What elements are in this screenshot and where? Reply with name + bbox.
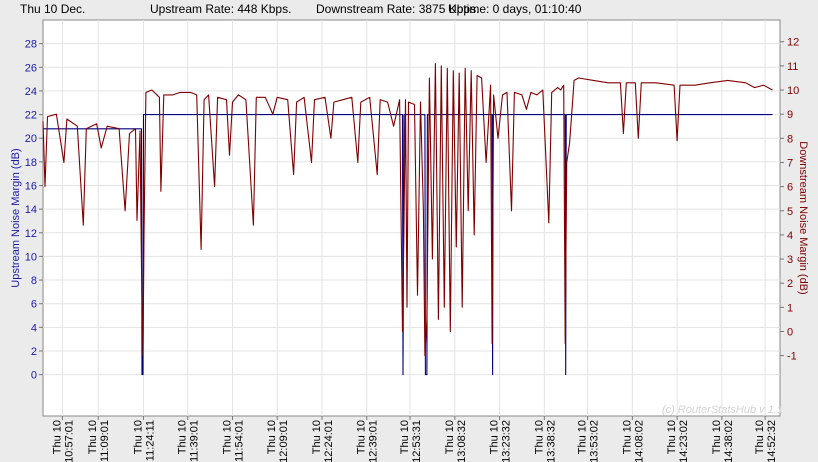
x-tick-day: Thu 10 — [444, 420, 456, 454]
downstream-series-line — [42, 62, 773, 357]
left-tick-label: 28 — [25, 39, 37, 51]
x-tick-time: 11:09:01 — [99, 420, 111, 462]
x-tick-day: Thu 10 — [311, 420, 323, 454]
x-tick-label: Thu 1012:39:01 — [356, 420, 380, 462]
x-tick-time: 14:38:02 — [723, 420, 735, 462]
x-tick-day: Thu 10 — [87, 420, 99, 454]
x-tick-day: Thu 10 — [132, 420, 144, 454]
x-tick-label: Thu 1014:38:02 — [711, 420, 735, 462]
right-tick-label: 12 — [787, 37, 799, 49]
x-tick-day: Thu 10 — [266, 420, 278, 454]
x-tick-label: Thu 1013:08:32 — [444, 420, 468, 462]
left-tick-label: 24 — [25, 86, 37, 98]
x-tick-time: 13:08:32 — [456, 420, 468, 462]
upstream-series-line — [43, 114, 773, 376]
uptime-label: Uptime: 0 days, 01:10:40 — [448, 2, 582, 16]
x-tick-time: 12:53:31 — [411, 420, 423, 462]
x-tick-time: 13:53:02 — [589, 420, 601, 462]
right-tick-label: 9 — [787, 109, 793, 121]
left-tick-label: 0 — [31, 370, 37, 382]
upstream-rate-label: Upstream Rate: 448 Kbps. — [150, 2, 292, 16]
right-tick-label: 0 — [787, 326, 793, 338]
right-tick-label: 5 — [787, 206, 793, 218]
x-tick-day: Thu 10 — [533, 420, 545, 454]
right-tick-label: 7 — [787, 157, 793, 169]
right-tick-label: 3 — [787, 254, 793, 266]
left-tick-label: 26 — [25, 62, 37, 74]
right-tick-label: 1 — [787, 302, 793, 314]
x-tick-label: Thu 1011:39:01 — [177, 420, 201, 462]
x-tick-label: Thu 1014:08:02 — [621, 420, 645, 462]
date-label: Thu 10 Dec. — [20, 2, 86, 16]
right-tick-label: 2 — [787, 278, 793, 290]
x-tick-day: Thu 10 — [577, 420, 589, 454]
left-tick-label: 2 — [31, 346, 37, 358]
x-tick-time: 11:54:01 — [233, 420, 245, 462]
x-tick-time: 12:09:01 — [278, 420, 290, 462]
left-tick-label: 22 — [25, 110, 37, 122]
x-axis: Thu 1010:57:01 Thu 1011:09:01 Thu 1011:24:… — [51, 416, 778, 462]
x-tick-label: Thu 1012:09:01 — [266, 420, 290, 462]
x-tick-label: Thu 1014:52:32 — [754, 420, 778, 462]
watermark: (c) RouterStatsHub v 1.1 — [662, 404, 783, 416]
right-tick-label: 4 — [787, 230, 793, 242]
plot-area — [42, 19, 781, 417]
x-tick-time: 12:39:01 — [368, 420, 380, 462]
x-tick-day: Thu 10 — [621, 420, 633, 454]
x-tick-day: Thu 10 — [754, 420, 766, 454]
x-tick-label: Thu 1010:57:01 — [51, 420, 75, 462]
x-tick-day: Thu 10 — [666, 420, 678, 454]
x-tick-time: 11:39:01 — [189, 420, 201, 462]
left-tick-label: 8 — [31, 275, 37, 287]
x-tick-time: 10:57:01 — [63, 420, 75, 462]
left-tick-label: 16 — [25, 180, 37, 192]
x-tick-time: 14:23:02 — [678, 420, 690, 462]
x-tick-label: Thu 1013:53:02 — [577, 420, 601, 462]
x-tick-time: 13:38:32 — [545, 420, 557, 462]
left-tick-label: 12 — [25, 228, 37, 240]
x-tick-day: Thu 10 — [489, 420, 501, 454]
left-tick-label: 20 — [25, 133, 37, 145]
x-tick-time: 11:24:11 — [144, 420, 156, 461]
x-tick-label: Thu 1014:23:02 — [666, 420, 690, 462]
x-tick-time: 14:08:02 — [633, 420, 645, 462]
downstream-rate-label: Downstream Rate: 3875 Kbps. — [316, 2, 480, 16]
left-tick-label: 6 — [31, 299, 37, 311]
left-tick-label: 18 — [25, 157, 37, 169]
left-tick-label: 4 — [31, 322, 37, 334]
x-tick-label: Thu 1013:23:32 — [489, 420, 513, 462]
x-tick-label: Thu 1011:24:11 — [132, 420, 156, 461]
x-tick-day: Thu 10 — [356, 420, 368, 454]
series-group — [42, 62, 773, 376]
x-tick-label: Thu 1013:38:32 — [533, 420, 557, 462]
x-tick-label: Thu 1011:09:01 — [87, 420, 111, 462]
x-tick-label: Thu 1011:54:01 — [221, 420, 245, 462]
right-tick-label: -1 — [787, 351, 797, 363]
x-tick-time: 14:52:32 — [766, 420, 778, 462]
right-tick-label: 6 — [787, 182, 793, 194]
right-tick-label: 11 — [787, 61, 798, 73]
x-tick-day: Thu 10 — [711, 420, 723, 454]
x-tick-day: Thu 10 — [221, 420, 233, 454]
x-tick-time: 13:23:32 — [501, 420, 513, 462]
left-axis-label: Upstream Noise Margin (dB) — [10, 148, 22, 287]
right-tick-label: 10 — [787, 85, 799, 97]
x-tick-day: Thu 10 — [177, 420, 189, 454]
right-tick-label: 8 — [787, 133, 793, 145]
x-tick-day: Thu 10 — [399, 420, 411, 454]
right-axis-label: Downstream Noise Margin (dB) — [797, 141, 809, 294]
x-tick-label: Thu 1012:53:31 — [399, 420, 423, 462]
left-tick-label: 10 — [25, 251, 37, 263]
x-tick-label: Thu 1012:24:01 — [311, 420, 335, 462]
x-tick-day: Thu 10 — [51, 420, 63, 454]
x-tick-time: 12:24:01 — [323, 420, 335, 462]
left-tick-label: 14 — [25, 204, 37, 216]
